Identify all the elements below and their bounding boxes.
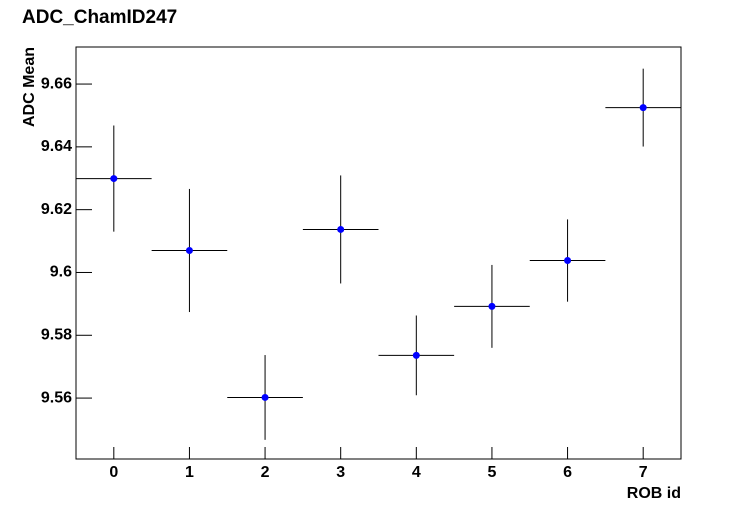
x-tick-label: 4 xyxy=(412,464,421,481)
marker xyxy=(564,257,572,265)
x-tick-label: 0 xyxy=(109,464,118,481)
marker xyxy=(337,225,345,233)
y-tick-label: 9.64 xyxy=(41,138,72,155)
x-axis-label: ROB id xyxy=(627,485,681,502)
x-tick-label: 7 xyxy=(639,464,648,481)
y-tick-label: 9.66 xyxy=(41,75,72,92)
y-axis-label: ADC Mean xyxy=(21,47,38,127)
x-tick-label: 1 xyxy=(185,464,194,481)
plot-frame xyxy=(75,46,682,460)
x-tick-label: 6 xyxy=(563,464,572,481)
marker xyxy=(488,302,496,310)
marker xyxy=(110,175,118,183)
y-tick-label: 9.56 xyxy=(41,389,72,406)
marker xyxy=(412,351,420,359)
marker xyxy=(185,246,193,254)
x-tick-label: 5 xyxy=(487,464,496,481)
x-tick-label: 2 xyxy=(261,464,270,481)
marker xyxy=(261,393,269,401)
marker xyxy=(639,104,647,112)
y-tick-label: 9.6 xyxy=(50,264,72,281)
chart-title: ADC_ChamID247 xyxy=(22,7,177,28)
x-tick-label: 3 xyxy=(336,464,345,481)
y-tick-label: 9.58 xyxy=(41,326,72,343)
y-tick-label: 9.62 xyxy=(41,201,72,218)
